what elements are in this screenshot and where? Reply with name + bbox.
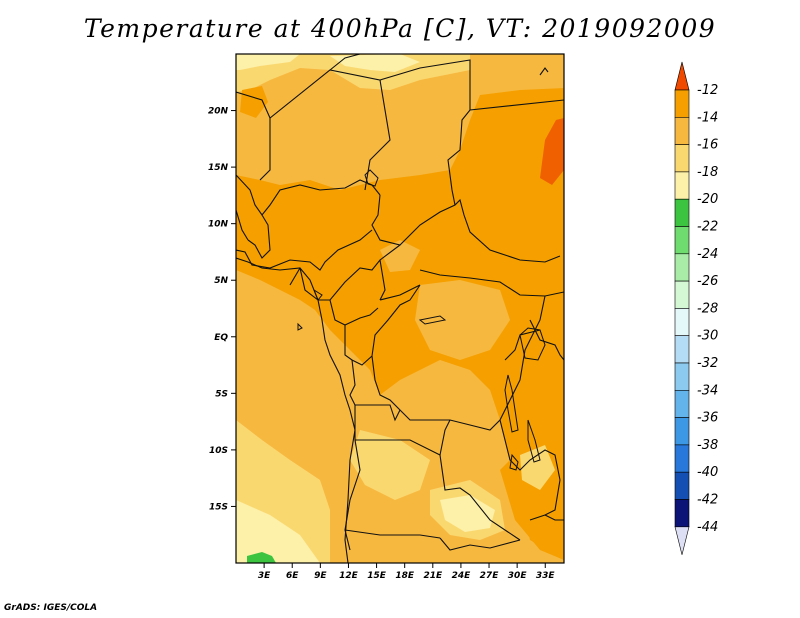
- field-sahel-warm: [236, 88, 564, 560]
- grads-credit: GrADS: IGES/COLA: [4, 603, 98, 613]
- lon-tick-label: 33E: [536, 571, 556, 581]
- colorbar-label: -38: [697, 438, 718, 453]
- field-sc-light: [350, 430, 430, 500]
- colorbar-label: -34: [697, 383, 718, 398]
- lon-tick-label: 21E: [423, 571, 443, 581]
- colorbar-box: [674, 280, 690, 309]
- colorbar-label: -40: [697, 465, 718, 480]
- colorbar-bottom-arrow: [674, 526, 690, 555]
- lon-tick-label: 15E: [367, 571, 387, 581]
- lon-tick-label: 24E: [452, 571, 472, 581]
- temperature-map: 3E 6E 9E 12E 15E 18E 21E 24E 27E 30E 33E 20N 15N 10N…: [208, 53, 565, 581]
- colorbar-label: -24: [697, 247, 718, 262]
- colorbar-box: [674, 335, 690, 364]
- field-se-lighter: [440, 495, 495, 532]
- colorbar-label: -28: [697, 301, 718, 316]
- lon-tick-label: 30E: [508, 571, 528, 581]
- field-cool-mid: [380, 240, 420, 272]
- field-north-lighter: [236, 54, 300, 70]
- colorbar-label: -22: [697, 220, 718, 235]
- lat-tick-label: 15N: [208, 163, 229, 173]
- colorbar-label: -14: [697, 110, 718, 125]
- colorbar-box: [674, 471, 690, 500]
- colorbar-box: [674, 144, 690, 173]
- lon-tick-label: 18E: [395, 571, 415, 581]
- lat-tick-label: 20N: [208, 107, 229, 117]
- colorbar-label: -44: [697, 520, 718, 535]
- field-green-patch: [247, 552, 276, 563]
- colorbar-box: [674, 253, 690, 282]
- colorbar-box: [674, 417, 690, 446]
- colorbar-label: -26: [697, 274, 718, 289]
- colorbar-label: -12: [697, 83, 718, 98]
- lon-tick-label: 9E: [314, 571, 327, 581]
- field-sw-lighter: [236, 500, 320, 563]
- colorbar-top-arrow: [674, 61, 690, 91]
- colorbar-box: [674, 89, 690, 118]
- colorbar-label: -30: [697, 329, 718, 344]
- lon-tick-label: 27E: [480, 571, 500, 581]
- colorbar: -12 -14 -16 -18 -20 -22 -24 -26 -28 -30 -32 -34 -36 -…: [674, 61, 718, 555]
- lon-tick-label: 3E: [258, 571, 271, 581]
- lat-tick-label: 5N: [214, 276, 228, 286]
- colorbar-box: [674, 308, 690, 336]
- colorbar-box: [674, 362, 690, 391]
- colorbar-label: -18: [697, 165, 718, 180]
- field-north-lighter-2: [330, 54, 420, 72]
- colorbar-label: -16: [697, 138, 718, 153]
- coastline: [236, 67, 549, 563]
- map-title: Temperature at 400hPa [C], VT: 201909200…: [83, 14, 717, 43]
- colorbar-box: [674, 389, 690, 418]
- colorbar-label: -20: [697, 192, 718, 207]
- colorbar-label: -32: [697, 356, 718, 371]
- colorbar-box: [674, 226, 690, 255]
- field-ne-hot: [540, 118, 564, 185]
- lon-axis: 3E 6E 9E 12E 15E 18E 21E 24E 27E 30E 33E: [258, 563, 556, 581]
- lon-tick-label: 6E: [286, 571, 299, 581]
- country-borders: [236, 54, 564, 551]
- field-nw-warm: [240, 86, 268, 118]
- colorbar-label: -36: [697, 411, 718, 426]
- colorbar-box: [674, 117, 690, 145]
- field-central-cool: [415, 280, 510, 360]
- colorbar-label: -42: [697, 493, 718, 508]
- colorbar-box: [674, 171, 690, 200]
- lat-tick-label: 10S: [209, 446, 228, 456]
- colorbar-box: [674, 198, 690, 227]
- lat-tick-label: 10N: [208, 220, 229, 230]
- lat-tick-label: 5S: [215, 389, 228, 399]
- colorbar-box: [674, 444, 690, 473]
- colorbar-box: [674, 499, 690, 528]
- lat-axis: 20N 15N 10N 5N EQ 5S 10S 15S: [208, 107, 236, 512]
- lakes: [297, 169, 546, 471]
- field-s-light-2: [520, 445, 555, 490]
- lat-tick-label: 15S: [209, 502, 228, 512]
- map-frame: [235, 53, 565, 564]
- lat-tick-label: EQ: [214, 333, 228, 343]
- lon-tick-label: 12E: [339, 571, 359, 581]
- field-north-cool: [280, 95, 440, 170]
